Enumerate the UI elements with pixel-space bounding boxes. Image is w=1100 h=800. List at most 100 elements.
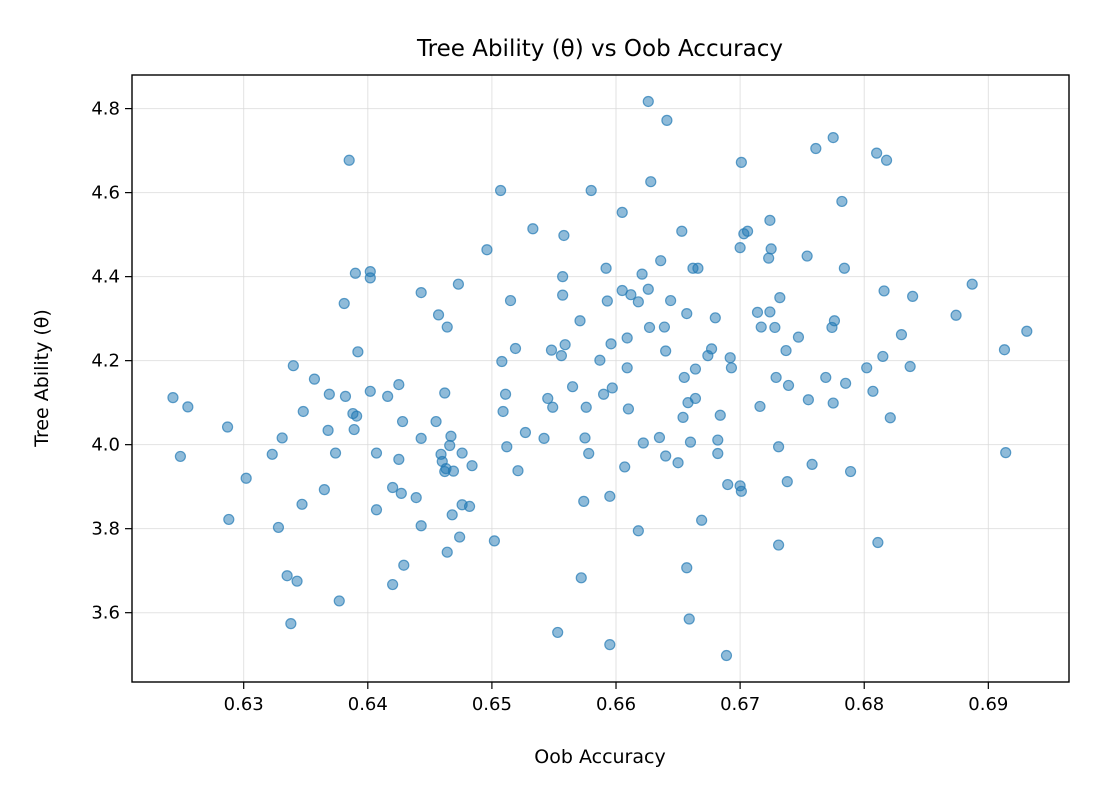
data-point	[579, 432, 591, 444]
y-tick-label: 3.6	[91, 603, 120, 624]
data-point	[838, 262, 850, 274]
data-point	[724, 352, 736, 364]
data-point	[810, 142, 822, 155]
data-point	[600, 262, 612, 274]
data-point	[950, 309, 962, 321]
data-point	[415, 286, 427, 299]
data-point	[221, 421, 234, 433]
data-point	[725, 362, 738, 374]
y-tick-label: 3.8	[91, 519, 120, 540]
data-point	[349, 267, 361, 279]
data-point	[801, 250, 813, 262]
data-point	[547, 401, 559, 413]
data-point	[605, 338, 617, 350]
data-point	[555, 350, 568, 362]
data-point	[456, 447, 468, 459]
data-point	[415, 432, 427, 444]
data-point	[578, 495, 590, 507]
data-point	[557, 271, 569, 283]
data-point	[705, 343, 718, 355]
data-point	[642, 95, 654, 108]
data-point	[871, 147, 883, 159]
data-point	[1000, 447, 1012, 459]
data-point	[333, 595, 345, 607]
data-point	[878, 285, 890, 297]
x-tick-label: 0.66	[596, 694, 636, 715]
data-point	[677, 411, 689, 423]
data-point	[827, 397, 839, 409]
data-point	[240, 472, 252, 484]
data-point	[632, 525, 644, 537]
data-point	[683, 613, 695, 625]
data-point	[291, 575, 303, 587]
data-point	[782, 379, 795, 392]
data-point	[621, 332, 633, 344]
data-point	[619, 461, 631, 473]
data-point	[585, 184, 597, 197]
data-point	[538, 432, 550, 444]
data-point	[655, 255, 667, 267]
data-point	[281, 570, 293, 582]
data-point	[446, 509, 458, 521]
data-point	[364, 385, 376, 397]
data-point	[780, 344, 792, 357]
data-point	[308, 373, 321, 385]
x-tick-label: 0.63	[224, 694, 264, 715]
data-point	[463, 500, 476, 513]
data-point	[348, 423, 360, 436]
data-point	[494, 184, 507, 197]
data-point	[266, 448, 278, 460]
data-point	[452, 278, 464, 290]
data-point	[297, 405, 309, 418]
data-point	[519, 426, 532, 439]
y-axis-ticks: 3.6 3.8 4.0 4.2 4.4 4.6 4.8	[91, 99, 132, 624]
data-point	[769, 321, 781, 334]
data-point	[496, 355, 508, 368]
data-point	[601, 295, 613, 307]
data-point	[966, 278, 978, 290]
data-point	[466, 460, 478, 472]
data-point	[557, 289, 569, 301]
data-point	[364, 272, 376, 284]
data-point	[276, 432, 288, 444]
x-tick-label: 0.69	[968, 694, 1008, 715]
data-point	[552, 626, 564, 639]
data-point	[504, 294, 517, 307]
data-point	[774, 292, 786, 304]
data-point	[861, 362, 873, 374]
data-point	[501, 441, 513, 453]
data-point	[616, 206, 628, 218]
data-point	[642, 283, 654, 295]
data-point	[559, 339, 571, 351]
data-points	[167, 95, 1033, 662]
data-point	[661, 114, 673, 126]
data-point	[895, 329, 908, 341]
data-point	[318, 484, 330, 496]
data-point	[509, 342, 522, 355]
data-point	[415, 520, 427, 532]
data-point	[542, 392, 554, 405]
data-point	[445, 430, 457, 442]
data-point	[370, 447, 383, 459]
data-point	[454, 531, 466, 543]
data-point	[272, 521, 285, 534]
data-point	[497, 405, 509, 418]
data-point	[387, 578, 399, 591]
data-point	[820, 371, 832, 384]
data-point	[877, 350, 889, 363]
data-point	[604, 639, 616, 651]
data-point	[558, 229, 570, 242]
data-point	[681, 562, 693, 574]
data-point	[566, 381, 579, 393]
data-point	[735, 485, 747, 497]
y-tick-label: 4.8	[91, 99, 120, 120]
data-point	[410, 491, 422, 504]
data-point	[444, 439, 456, 452]
data-point	[439, 387, 451, 399]
data-point	[621, 362, 633, 374]
data-point	[665, 294, 677, 307]
data-point	[322, 424, 334, 436]
data-point	[598, 388, 610, 400]
data-point	[398, 559, 410, 571]
data-point	[430, 415, 442, 428]
